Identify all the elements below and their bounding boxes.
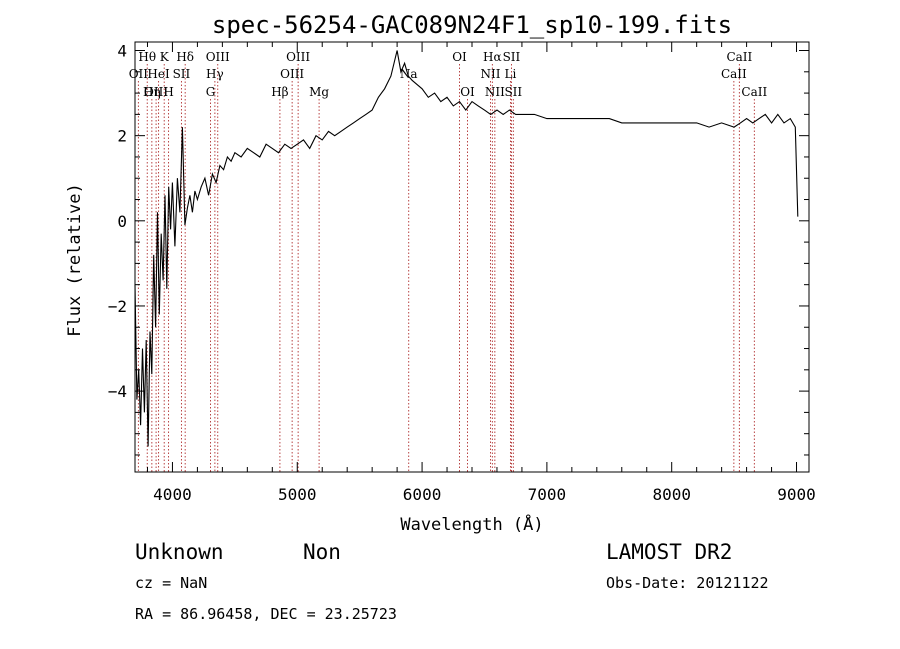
line-label-23: Li: [505, 67, 517, 81]
x-tick-label-4: 8000: [652, 485, 691, 504]
y-tick-label-2: 0: [117, 212, 127, 231]
x-tick-label-5: 9000: [777, 485, 816, 504]
x-tick-label-0: 4000: [153, 485, 192, 504]
y-tick-label-4: 4: [117, 42, 127, 61]
line-label-4: HeI: [147, 67, 170, 81]
y-tick-label-3: 2: [117, 127, 127, 146]
object-subclass: Non: [303, 540, 341, 564]
line-label-17: OI: [452, 50, 467, 64]
plot-frame: [134, 41, 810, 473]
line-label-5: Hη: [143, 85, 161, 99]
line-label-8: H: [163, 85, 173, 99]
line-label-18: OI: [460, 85, 475, 99]
line-label-26: CaII: [721, 67, 747, 81]
line-label-25: CaII: [726, 50, 752, 64]
spectrum-series-line: [134, 50, 799, 447]
line-label-16: Na: [400, 67, 418, 81]
line-label-1: OII: [129, 67, 149, 81]
observation-date: Obs-Date: 20121122: [606, 574, 769, 592]
line-label-11: G: [206, 85, 216, 99]
line-label-12: OIII: [286, 50, 310, 64]
line-label-14: Hβ: [271, 85, 288, 99]
x-tick-label-1: 5000: [278, 485, 317, 504]
line-label-15: Mg: [309, 85, 329, 99]
y-tick-label-1: −2: [108, 297, 127, 316]
line-label-13: OIII: [280, 67, 304, 81]
line-label-0: Hθ: [138, 50, 156, 64]
survey-name: LAMOST DR2: [606, 540, 732, 564]
line-label-9: OIII: [206, 50, 230, 64]
line-label-20: NII: [480, 67, 500, 81]
line-label-21: NII: [485, 85, 505, 99]
line-label-6: Hδ: [176, 50, 194, 64]
y-axis-label: Flux (relative): [65, 183, 85, 337]
line-label-2: OIII: [144, 85, 168, 99]
line-label-3: K: [160, 50, 170, 64]
y-tick-label-0: −4: [108, 382, 127, 401]
line-label-19: Hα: [483, 50, 502, 64]
line-label-22: SII: [503, 50, 521, 64]
line-label-10: Hγ: [206, 67, 224, 81]
object-class: Unknown: [135, 540, 224, 564]
line-label-7: SII: [173, 67, 191, 81]
x-tick-label-3: 7000: [528, 485, 567, 504]
line-label-27: CaII: [741, 85, 767, 99]
line-label-24: SII: [504, 85, 522, 99]
coordinates: RA = 86.96458, DEC = 23.25723: [135, 605, 397, 623]
x-axis-label: Wavelength (Å): [400, 513, 543, 535]
chart-title: spec-56254-GAC089N24F1_sp10-199.fits: [212, 11, 732, 39]
redshift-value: cz = NaN: [135, 574, 207, 592]
x-tick-label-2: 6000: [403, 485, 442, 504]
axes: 4000 5000 6000 7000 8000 9000 −4 −2 0 2 4: [108, 41, 816, 504]
